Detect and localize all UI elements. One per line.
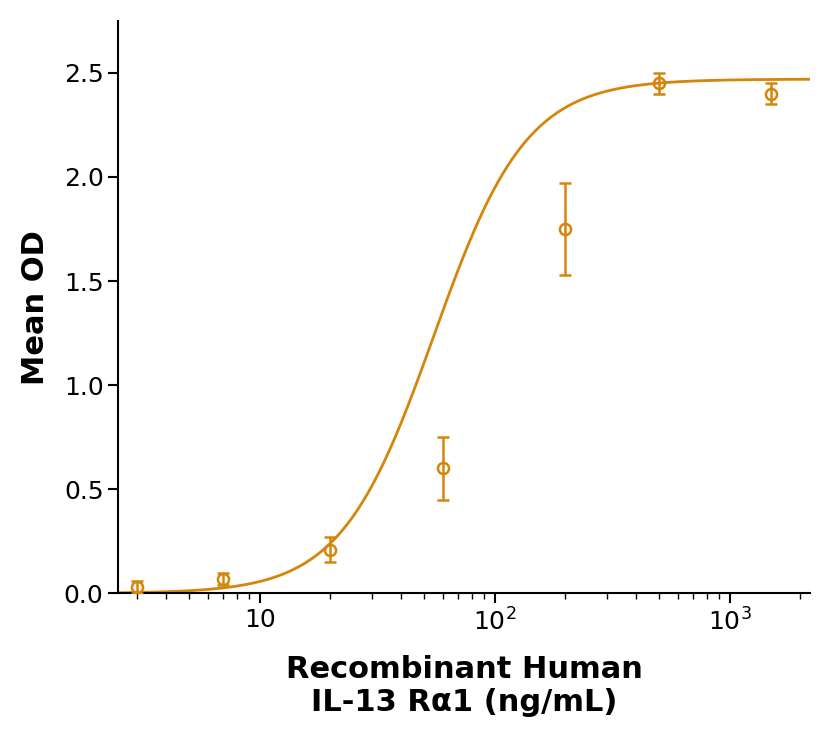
X-axis label: Recombinant Human
IL-13 Rα1 (ng/mL): Recombinant Human IL-13 Rα1 (ng/mL): [286, 655, 642, 717]
Y-axis label: Mean OD: Mean OD: [21, 230, 50, 384]
